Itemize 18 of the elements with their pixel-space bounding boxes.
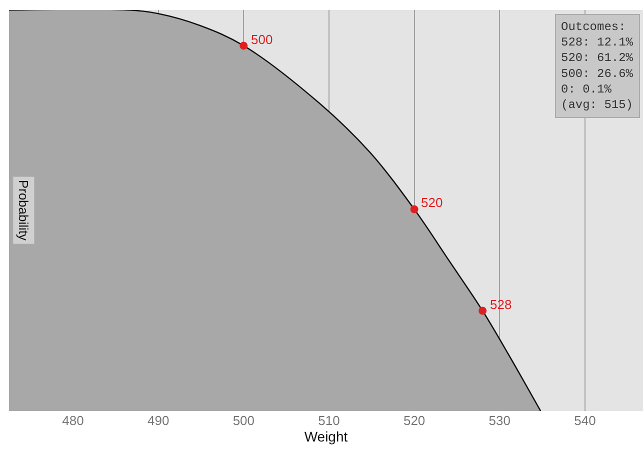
x-tick-label: 530	[488, 413, 510, 428]
annotation: 0: 0.1%	[561, 82, 612, 96]
annotation: 528: 12.1%	[561, 36, 634, 50]
x-axis-title: Weight	[304, 428, 348, 444]
x-tick-label: 500	[232, 413, 255, 428]
annotation: 500: 26.6%	[561, 66, 634, 81]
annotation: 500	[251, 32, 273, 47]
annotation: 528	[490, 297, 512, 312]
annotation: 520	[421, 195, 443, 210]
annotation: 520: 61.2%	[561, 51, 634, 66]
x-tick-label: 540	[574, 413, 596, 428]
x-tick-label: 510	[318, 413, 340, 428]
annotation: (avg: 515)	[561, 98, 634, 112]
x-tick-label: 480	[62, 413, 84, 428]
annotation: Outcomes:	[561, 20, 626, 34]
y-axis-title: Probability	[16, 180, 32, 242]
x-tick-label: 520	[403, 413, 426, 428]
x-tick-label: 490	[147, 413, 170, 428]
